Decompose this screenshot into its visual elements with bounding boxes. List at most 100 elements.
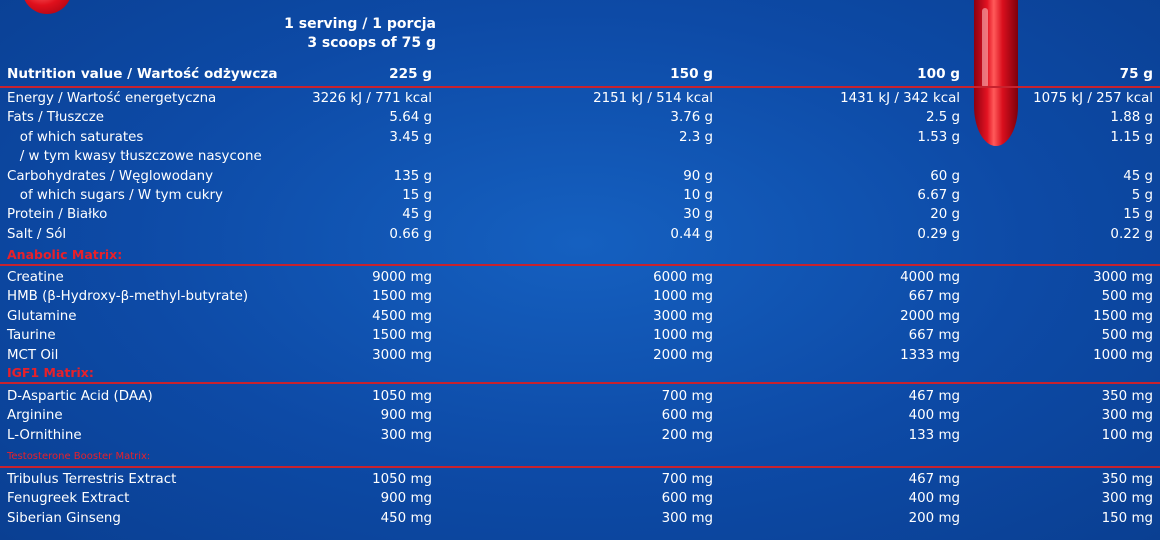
row-value-c4: 300 mg [1101, 491, 1153, 507]
table-row: MCT Oil 3000 mg 2000 mg 1333 mg 1000 mg [0, 346, 1160, 365]
table-row: Glutamine 4500 mg 3000 mg 2000 mg 1500 mg [0, 307, 1160, 326]
divider-line [0, 382, 1160, 384]
header-col-225g: 225 g [389, 66, 432, 82]
row-label: D-Aspartic Acid (DAA) [7, 389, 153, 404]
row-value-c1: 135 g [393, 168, 432, 184]
row-value-c2: 600 mg [661, 408, 713, 424]
section-title-text: IGF1 Matrix: [7, 365, 94, 380]
row-value-c4: 350 mg [1101, 389, 1153, 404]
row-value-c3: 1431 kJ / 342 kcal [840, 91, 960, 106]
table-row: Taurine 1500 mg 1000 mg 667 mg 500 mg [0, 326, 1160, 345]
row-value-c1: 3000 mg [372, 347, 432, 363]
row-value-c3: 133 mg [908, 427, 960, 443]
row-value-c1: 45 g [402, 207, 432, 223]
row-value-c3: 400 mg [908, 491, 960, 507]
row-label: Tribulus Terrestris Extract [7, 472, 177, 487]
section-title-igf1: IGF1 Matrix: [0, 363, 1160, 382]
row-value-c1: 1050 mg [372, 472, 432, 487]
row-label: Salt / Sól [7, 226, 67, 242]
row-value-c4: 1075 kJ / 257 kcal [1033, 91, 1153, 106]
row-value-c4: 1.88 g [1110, 110, 1153, 126]
row-value-c2: 0.44 g [670, 226, 713, 242]
row-value-c1: 1500 mg [372, 289, 432, 305]
row-value-c3: 20 g [930, 207, 960, 223]
serving-info: 1 serving / 1 porcja 3 scoops of 75 g [240, 15, 436, 53]
row-value-c3: 667 mg [908, 289, 960, 305]
row-value-c3: 60 g [930, 168, 960, 184]
red-drip-decoration-left [22, 0, 72, 14]
table-row: Carbohydrates / Węglowodany 135 g 90 g 60 g… [0, 167, 1160, 186]
table-row: Creatine 9000 mg 6000 mg 4000 mg 3000 mg [0, 268, 1160, 287]
row-value-c3: 200 mg [908, 510, 960, 526]
red-drip-decoration-right [974, 0, 1018, 146]
section-title-testosterone: Testosterone Booster Matrix: [0, 447, 1160, 466]
row-label: Siberian Ginseng [7, 510, 121, 526]
row-label: Fats / Tłuszcze [7, 110, 105, 126]
row-value-c2: 1000 mg [653, 328, 713, 344]
table-row: Energy / Wartość energetyczna 3226 kJ / 7… [0, 89, 1160, 108]
section-title-text: Anabolic Matrix: [7, 247, 123, 262]
row-label: Energy / Wartość energetyczna [7, 91, 217, 106]
row-value-c4: 5 g [1131, 188, 1153, 203]
row-value-c4: 1000 mg [1093, 347, 1153, 363]
divider-line [0, 466, 1160, 468]
serving-line-2: 3 scoops of 75 g [307, 35, 436, 51]
row-value-c1: 5.64 g [389, 110, 432, 126]
table-row: L-Ornithine 300 mg 200 mg 133 mg 100 mg [0, 426, 1160, 445]
row-label: / w tym kwasy tłuszczowe nasycone [7, 149, 262, 165]
header-col-150g: 150 g [670, 66, 713, 82]
row-value-c2: 30 g [683, 207, 713, 223]
row-value-c2: 2151 kJ / 514 kcal [593, 91, 713, 106]
row-value-c4: 45 g [1123, 168, 1153, 184]
row-value-c4: 1500 mg [1093, 308, 1153, 324]
row-value-c1: 4500 mg [372, 308, 432, 324]
row-value-c4: 500 mg [1101, 328, 1153, 344]
row-value-c1: 3.45 g [389, 129, 432, 145]
table-header-row: Nutrition value / Wartość odżywcza 225 g… [0, 65, 1160, 84]
row-value-c2: 700 mg [661, 389, 713, 404]
row-value-c1: 1500 mg [372, 328, 432, 344]
row-value-c3: 1.53 g [917, 129, 960, 145]
section-title-anabolic: Anabolic Matrix: [0, 245, 1160, 264]
row-value-c2: 200 mg [661, 427, 713, 443]
header-col-100g: 100 g [917, 66, 960, 82]
row-value-c4: 500 mg [1101, 289, 1153, 305]
row-value-c1: 900 mg [380, 408, 432, 424]
section-title-text: Testosterone Booster Matrix: [7, 451, 151, 462]
row-value-c1: 3226 kJ / 771 kcal [312, 91, 432, 106]
row-label: Protein / Białko [7, 207, 108, 223]
row-value-c4: 0.22 g [1110, 226, 1153, 242]
row-value-c2: 300 mg [661, 510, 713, 526]
row-value-c2: 6000 mg [653, 270, 713, 285]
table-row: HMB (β-Hydroxy-β-methyl-butyrate) 1500 mg… [0, 287, 1160, 306]
row-value-c4: 1.15 g [1110, 129, 1153, 145]
row-value-c3: 4000 mg [900, 270, 960, 285]
table-row: Protein / Białko 45 g 30 g 20 g 15 g [0, 205, 1160, 224]
row-value-c2: 3000 mg [653, 308, 713, 324]
header-label: Nutrition value / Wartość odżywcza [7, 66, 278, 82]
row-value-c2: 2000 mg [653, 347, 713, 363]
row-label: of which sugars / W tym cukry [7, 188, 223, 203]
table-row: Salt / Sól 0.66 g 0.44 g 0.29 g 0.22 g [0, 225, 1160, 244]
table-row: Siberian Ginseng 450 mg 300 mg 200 mg 150 mg [0, 509, 1160, 528]
row-value-c1: 0.66 g [389, 226, 432, 242]
row-value-c2: 700 mg [661, 472, 713, 487]
row-label: Creatine [7, 270, 64, 285]
row-value-c4: 3000 mg [1093, 270, 1153, 285]
table-row: Tribulus Terrestris Extract 1050 mg 700 mg… [0, 470, 1160, 489]
row-label: Glutamine [7, 308, 77, 324]
row-value-c2: 3.76 g [670, 110, 713, 126]
divider-line [0, 86, 1160, 88]
row-value-c1: 1050 mg [372, 389, 432, 404]
row-value-c3: 2000 mg [900, 308, 960, 324]
row-value-c2: 90 g [683, 168, 713, 184]
row-value-c1: 9000 mg [372, 270, 432, 285]
row-value-c4: 150 mg [1101, 510, 1153, 526]
table-row: Fats / Tłuszcze 5.64 g 3.76 g 2.5 g 1.88 g [0, 108, 1160, 127]
table-row: of which sugars / W tym cukry 15 g 10 g 6.6… [0, 186, 1160, 205]
row-label: Carbohydrates / Węglowodany [7, 168, 214, 184]
row-value-c1: 450 mg [380, 510, 432, 526]
row-value-c2: 600 mg [661, 491, 713, 507]
row-value-c3: 400 mg [908, 408, 960, 424]
row-value-c3: 467 mg [908, 389, 960, 404]
